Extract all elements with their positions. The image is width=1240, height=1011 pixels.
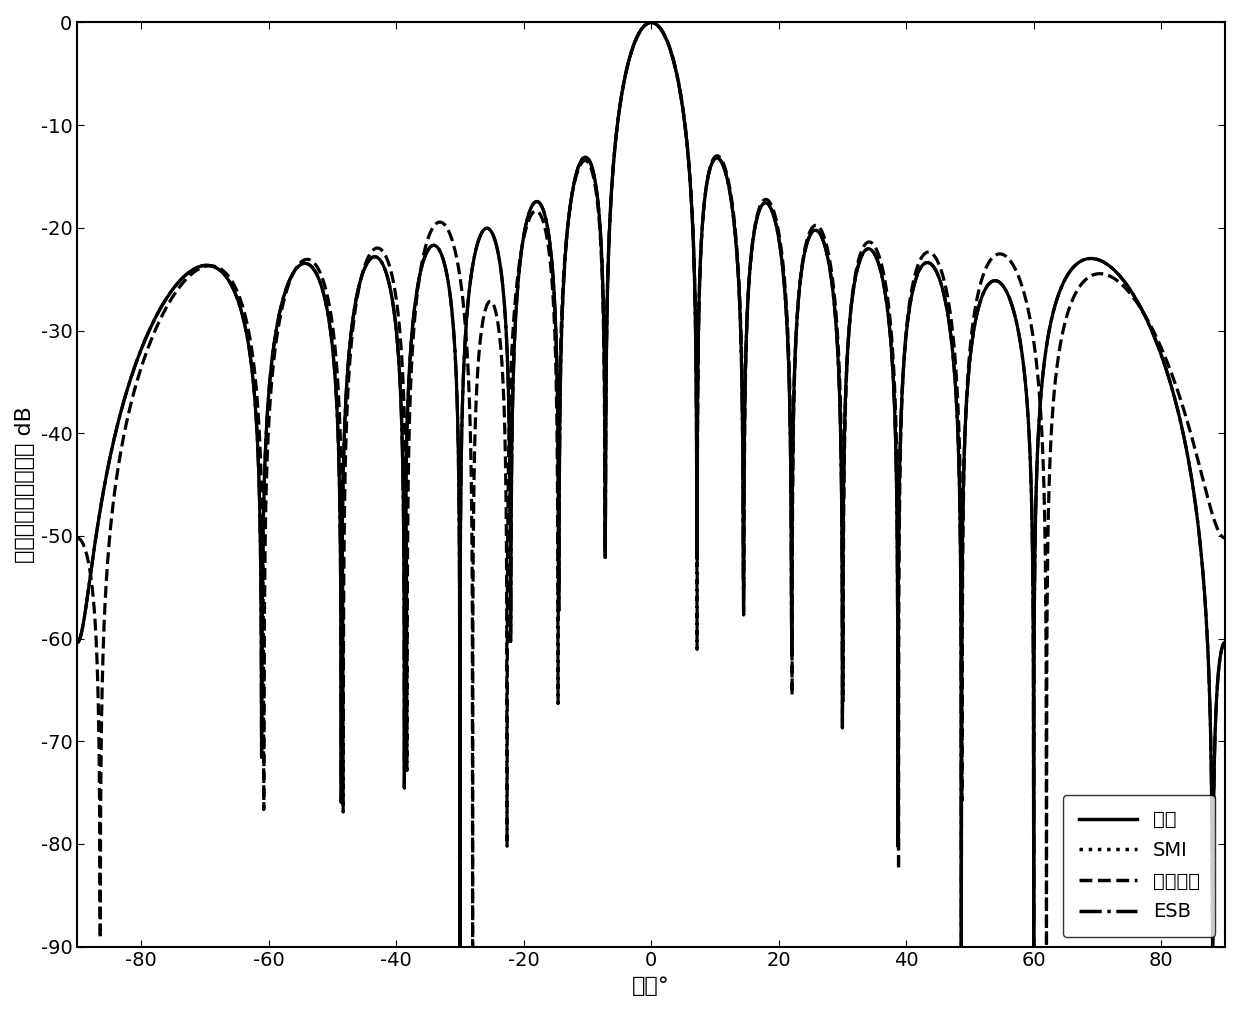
最优 bbox=[69, 636, 84, 648]
最优 bbox=[957, 447, 972, 459]
所提算法 bbox=[1218, 532, 1233, 544]
SMI bbox=[143, 324, 157, 336]
最优 bbox=[863, 244, 878, 256]
ESB bbox=[957, 447, 972, 459]
ESB bbox=[206, 261, 221, 273]
最优 bbox=[206, 261, 221, 273]
SMI bbox=[863, 244, 878, 256]
所提算法 bbox=[863, 237, 878, 249]
SMI bbox=[1218, 636, 1233, 648]
Legend: 最优, SMI, 所提算法, ESB: 最优, SMI, 所提算法, ESB bbox=[1063, 795, 1215, 937]
ESB bbox=[453, 940, 467, 952]
SMI bbox=[957, 447, 972, 459]
ESB bbox=[644, 16, 658, 28]
最优 bbox=[427, 240, 441, 252]
ESB bbox=[69, 636, 84, 648]
所提算法 bbox=[427, 219, 441, 232]
ESB bbox=[143, 324, 157, 336]
ESB bbox=[427, 240, 441, 252]
Line: 最优: 最优 bbox=[77, 22, 1225, 946]
最优 bbox=[1218, 636, 1233, 648]
所提算法 bbox=[206, 260, 221, 272]
SMI bbox=[644, 16, 658, 28]
SMI bbox=[69, 636, 84, 648]
SMI bbox=[453, 940, 467, 952]
Y-axis label: 归一化输出功率增益 dB: 归一化输出功率增益 dB bbox=[15, 406, 35, 563]
ESB bbox=[208, 261, 223, 273]
最优 bbox=[453, 940, 467, 952]
SMI bbox=[206, 261, 221, 273]
最优 bbox=[143, 324, 157, 336]
所提算法 bbox=[208, 261, 223, 273]
SMI bbox=[427, 240, 441, 252]
SMI bbox=[208, 261, 223, 273]
所提算法 bbox=[69, 532, 84, 544]
所提算法 bbox=[644, 16, 658, 28]
最优 bbox=[208, 261, 223, 273]
Line: SMI: SMI bbox=[77, 22, 1225, 946]
Line: 所提算法: 所提算法 bbox=[77, 22, 1225, 946]
Line: ESB: ESB bbox=[77, 22, 1225, 946]
所提算法 bbox=[143, 338, 157, 350]
所提算法 bbox=[465, 940, 480, 952]
ESB bbox=[1218, 636, 1233, 648]
X-axis label: 角度°: 角度° bbox=[632, 976, 670, 996]
ESB bbox=[863, 244, 878, 256]
所提算法 bbox=[957, 456, 972, 468]
最优 bbox=[644, 16, 658, 28]
